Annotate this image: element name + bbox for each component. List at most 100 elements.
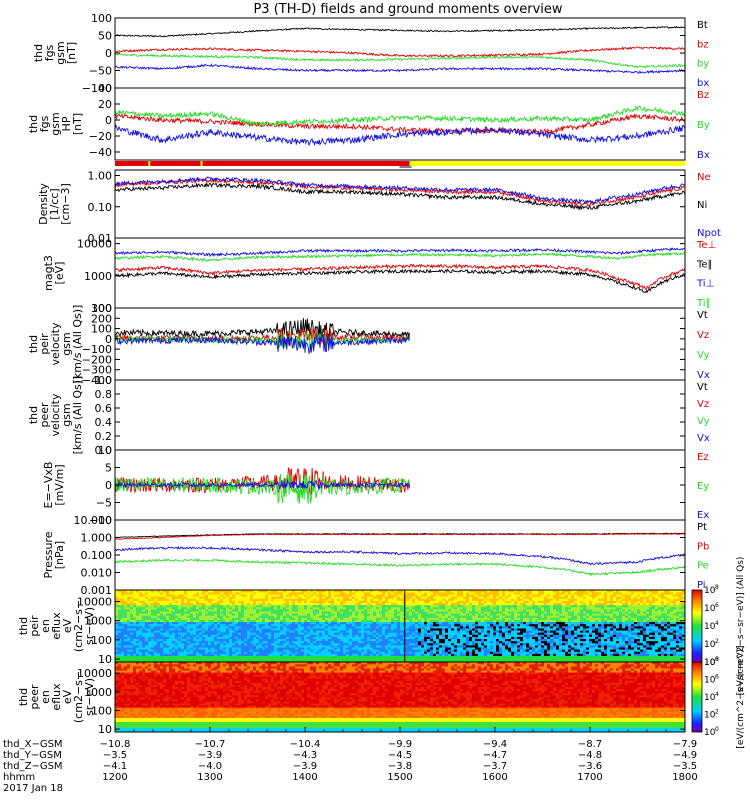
spectrogram-cell <box>418 636 422 640</box>
spectrogram-cell <box>133 657 137 661</box>
spectrogram-cell <box>172 613 176 616</box>
spectrogram-cell <box>454 602 458 606</box>
spectrogram-cell <box>220 594 224 597</box>
spectrogram-cell <box>199 613 203 616</box>
spectrogram-cell <box>436 623 440 627</box>
spectrogram-cell <box>325 645 329 648</box>
spectrogram-cell <box>184 611 188 614</box>
spectrogram-cell <box>427 640 431 644</box>
spectrogram-cell <box>343 617 347 620</box>
spectrogram-cell <box>433 659 437 663</box>
spectrogram-cell <box>463 604 467 608</box>
spectrogram-cell <box>496 626 500 629</box>
spectrogram-cell <box>334 640 338 644</box>
spectrogram-cell <box>505 606 509 610</box>
spectrogram-cell <box>163 651 167 654</box>
spectrogram-cell <box>430 604 434 608</box>
spectrogram-cell <box>514 600 518 604</box>
spectrogram-cell <box>343 655 347 659</box>
spectrogram-cell <box>442 609 446 612</box>
spectrogram-cell <box>373 621 377 625</box>
spectrogram-cell <box>343 592 347 595</box>
spectrogram-cell <box>199 651 203 654</box>
spectrogram-cell <box>337 651 341 654</box>
spectrogram-cell <box>163 619 167 623</box>
spectrogram-cell <box>250 617 254 620</box>
spectrogram-cell <box>298 611 302 614</box>
spectrogram-cell <box>487 623 491 627</box>
spectrogram-cell <box>127 600 131 604</box>
spectrogram-cell <box>199 626 203 629</box>
spectrogram-cell <box>520 653 524 656</box>
spectrogram-cell <box>406 606 410 610</box>
spectrogram-cell <box>301 626 305 629</box>
spectrogram-cell <box>352 638 356 642</box>
spectrogram-cell <box>241 613 245 616</box>
spectrogram-cell <box>265 640 269 644</box>
spectrogram-cell <box>463 659 467 663</box>
spectrogram-cell <box>133 592 137 595</box>
spectrogram-cell <box>394 604 398 608</box>
spectrogram-cell <box>448 609 452 612</box>
spectrogram-cell <box>295 645 299 648</box>
spectrogram-cell <box>412 640 416 644</box>
spectrogram-cell <box>124 611 128 614</box>
spectrogram-cell <box>490 653 494 656</box>
spectrogram-cell <box>244 611 248 614</box>
spectrogram-cell <box>469 619 473 623</box>
spectrogram-cell <box>313 592 317 595</box>
spectrogram-cell <box>397 630 401 633</box>
spectrogram-cell <box>463 649 467 652</box>
spectrogram-cell <box>235 611 239 614</box>
spectrogram-cell <box>256 590 260 593</box>
spectrogram-cell <box>523 617 527 620</box>
spectrogram-cell <box>499 659 503 663</box>
spectrogram-cell <box>349 647 353 650</box>
spectrogram-cell <box>517 657 521 661</box>
spectrogram-cell <box>316 628 320 631</box>
spectrogram-cell <box>244 623 248 627</box>
spectrogram-cell <box>217 606 221 610</box>
spectrogram-cell <box>283 632 287 635</box>
spectrogram-cell <box>379 598 383 601</box>
spectrogram-cell <box>460 590 464 593</box>
spectrogram-cell <box>265 632 269 635</box>
spectrogram-cell <box>226 611 230 614</box>
spectrogram-cell <box>193 655 197 659</box>
spectrogram-cell <box>322 604 326 608</box>
spectrogram-cell <box>385 590 389 593</box>
spectrogram-cell <box>526 590 530 593</box>
spectrogram-cell <box>175 606 179 610</box>
spectrogram-cell <box>274 653 278 656</box>
spectrogram-cell <box>334 602 338 606</box>
spectrogram-cell <box>385 657 389 661</box>
spectrogram-cell <box>418 611 422 614</box>
spectrogram-cell <box>163 592 167 595</box>
spectrogram-cell <box>304 632 308 635</box>
spectrogram-cell <box>502 596 506 599</box>
spectrogram-cell <box>421 596 425 599</box>
spectrogram-cell <box>172 632 176 635</box>
spectrogram-cell <box>145 609 149 612</box>
spectrogram-cell <box>193 645 197 648</box>
spectrogram-cell <box>418 647 422 650</box>
spectrogram-cell <box>169 596 173 599</box>
spectrogram-cell <box>121 596 125 599</box>
spectrogram-cell <box>157 636 161 640</box>
spectrogram-cell <box>481 645 485 648</box>
spectrogram-cell <box>130 642 134 646</box>
spectrogram-cell <box>292 645 296 648</box>
spectrogram-cell <box>391 623 395 627</box>
spectrogram-cell <box>211 634 215 637</box>
spectrogram-cell <box>265 619 269 623</box>
spectrogram-cell <box>532 623 536 627</box>
spectrogram-cell <box>331 590 335 593</box>
spectrogram-cell <box>139 604 143 608</box>
spectrogram-cell <box>331 598 335 601</box>
spectrogram-cell <box>115 647 119 650</box>
y-tick-label: 100 <box>91 323 112 336</box>
spectrogram-cell <box>526 600 530 604</box>
spectrogram-cell <box>484 602 488 606</box>
spectrogram-cell <box>433 626 437 629</box>
spectrogram-cell <box>220 642 224 646</box>
